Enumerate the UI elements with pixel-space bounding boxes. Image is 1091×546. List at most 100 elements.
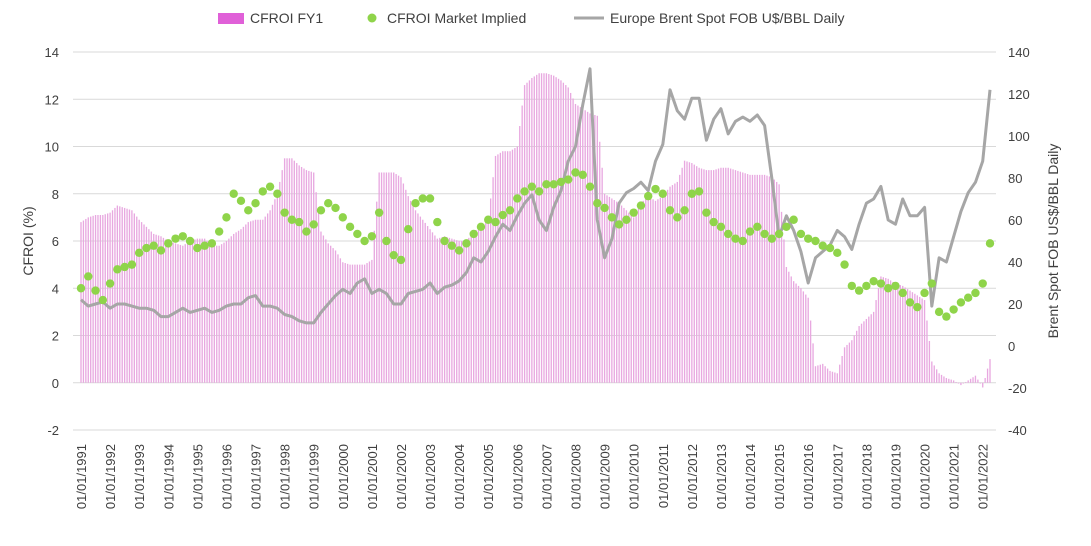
- bar: [407, 196, 409, 383]
- bar: [533, 76, 535, 383]
- bar: [608, 196, 611, 383]
- bar: [92, 215, 94, 383]
- bar: [170, 241, 172, 383]
- bar: [482, 224, 485, 383]
- bar: [356, 264, 359, 383]
- bar: [960, 382, 962, 386]
- bar: [725, 167, 727, 383]
- bar: [136, 216, 138, 383]
- bar: [456, 240, 458, 383]
- bar: [422, 219, 424, 383]
- bar: [211, 245, 213, 383]
- bar: [540, 73, 543, 383]
- bar: [162, 237, 165, 383]
- x-tick-label: 01/01/2000: [336, 444, 351, 509]
- data-point: [731, 234, 740, 243]
- bar: [856, 330, 858, 383]
- bar: [693, 164, 695, 383]
- bar: [562, 82, 565, 383]
- bar: [155, 234, 157, 383]
- bar: [727, 167, 729, 383]
- bar: [511, 149, 514, 383]
- bar: [111, 210, 114, 383]
- bar: [247, 222, 249, 383]
- data-point: [418, 194, 427, 203]
- bar: [87, 217, 89, 383]
- x-tick-label: 01/01/2014: [743, 444, 758, 509]
- data-point: [178, 232, 188, 241]
- bar: [337, 254, 339, 383]
- bar: [90, 216, 92, 383]
- data-point: [629, 208, 638, 217]
- bar: [802, 291, 805, 383]
- x-tick-label: 01/01/2011: [656, 444, 671, 508]
- data-point: [105, 279, 115, 288]
- bar: [538, 73, 540, 383]
- bar: [870, 314, 872, 383]
- data-point: [898, 288, 907, 298]
- data-point: [476, 222, 486, 232]
- bar: [320, 231, 322, 383]
- bar: [618, 203, 620, 383]
- bar: [739, 171, 741, 383]
- bar: [458, 241, 460, 383]
- bar: [933, 365, 935, 383]
- x-tick-label: 01/01/2016: [801, 444, 816, 509]
- bar: [393, 172, 395, 383]
- bar: [523, 85, 526, 383]
- legend-label-cfroi-market-implied: CFROI Market Implied: [387, 10, 526, 26]
- bar: [841, 355, 843, 383]
- bar: [761, 174, 763, 383]
- bar: [851, 340, 853, 383]
- right-tick-label: 80: [1008, 171, 1022, 186]
- bar: [400, 177, 402, 383]
- bar: [669, 186, 671, 383]
- left-tick-label: 6: [52, 234, 59, 249]
- data-point: [505, 206, 515, 215]
- bar: [904, 287, 906, 383]
- data-point: [98, 295, 108, 305]
- data-point: [687, 189, 697, 198]
- bar: [642, 200, 645, 383]
- data-point: [360, 236, 369, 246]
- x-tick-label: 01/01/2008: [568, 444, 583, 509]
- bar: [126, 208, 128, 383]
- bar: [831, 371, 834, 383]
- right-tick-label: 40: [1008, 255, 1022, 270]
- bar: [776, 181, 778, 383]
- bar: [150, 231, 152, 383]
- data-point: [891, 281, 900, 291]
- bar: [645, 198, 647, 383]
- bar: [579, 107, 582, 383]
- data-point: [869, 276, 878, 286]
- bar: [589, 113, 591, 383]
- bar: [591, 114, 594, 383]
- legend: CFROI FY1 CFROI Market Implied Europe Br…: [218, 10, 844, 26]
- x-tick-label: 01/01/2018: [859, 444, 874, 509]
- data-point: [694, 187, 704, 196]
- x-tick-label: 01/01/2015: [772, 444, 787, 509]
- bar: [351, 264, 354, 383]
- data-point: [353, 229, 362, 239]
- bar: [417, 213, 419, 383]
- x-tick-label: 01/01/2010: [627, 444, 642, 509]
- bar: [807, 297, 809, 383]
- x-axis-ticks: 01/01/1991 01/01/1992 01/01/1993 01/01/1994…: [74, 444, 991, 509]
- bar: [114, 207, 116, 383]
- bar: [475, 229, 477, 383]
- x-tick-label: 01/01/1992: [103, 444, 118, 509]
- data-point: [818, 241, 827, 250]
- x-tick-label: 01/01/2004: [452, 444, 467, 509]
- data-point: [251, 199, 260, 208]
- bar: [795, 283, 797, 383]
- data-point: [716, 222, 726, 232]
- bar: [943, 376, 945, 383]
- data-point: [905, 298, 915, 307]
- bar: [710, 170, 712, 383]
- left-axis-ticks: -2 0 2 4 6 8 10 12 14: [45, 45, 59, 438]
- x-tick-label: 01/01/2020: [918, 444, 933, 509]
- bar: [858, 326, 860, 383]
- data-point: [484, 215, 493, 224]
- data-point: [854, 286, 864, 295]
- bar: [863, 321, 865, 383]
